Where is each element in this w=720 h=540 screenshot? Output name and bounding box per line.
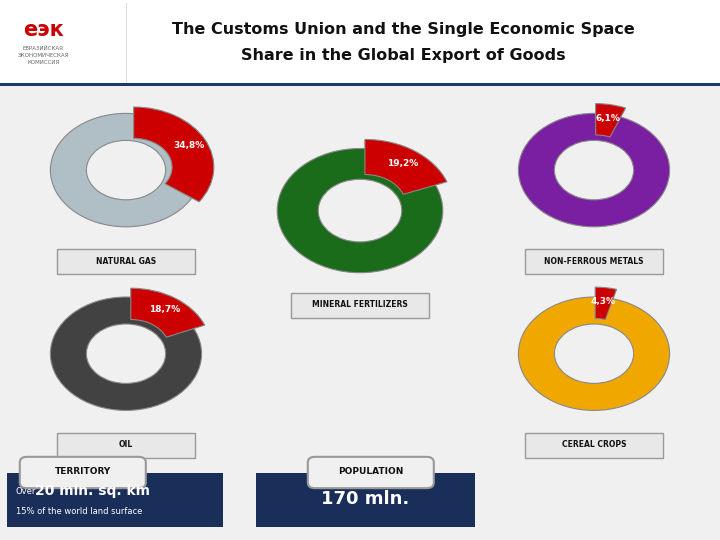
FancyBboxPatch shape — [56, 249, 195, 274]
FancyBboxPatch shape — [20, 457, 145, 488]
Wedge shape — [277, 148, 443, 273]
Wedge shape — [595, 104, 626, 137]
Text: 19,2%: 19,2% — [387, 159, 418, 168]
FancyBboxPatch shape — [524, 433, 664, 458]
Text: 15% of the world land surface: 15% of the world land surface — [16, 507, 143, 516]
Text: 34,8%: 34,8% — [173, 141, 204, 150]
Wedge shape — [50, 297, 202, 410]
Text: CEREAL CROPS: CEREAL CROPS — [562, 441, 626, 449]
FancyBboxPatch shape — [256, 472, 475, 526]
Text: TERRITORY: TERRITORY — [55, 468, 111, 476]
Text: POPULATION: POPULATION — [338, 468, 403, 476]
Text: 18,7%: 18,7% — [150, 305, 181, 314]
Text: ЕВРАЗИЙСКАЯ: ЕВРАЗИЙСКАЯ — [23, 46, 63, 51]
Wedge shape — [365, 139, 447, 194]
Text: КОМИССИЯ: КОМИССИЯ — [27, 60, 59, 65]
Text: NON-FERROUS METALS: NON-FERROUS METALS — [544, 257, 644, 266]
Text: MINERAL FERTILIZERS: MINERAL FERTILIZERS — [312, 300, 408, 309]
Text: 6,1%: 6,1% — [595, 113, 620, 123]
Wedge shape — [595, 287, 616, 320]
Text: 170 mln.: 170 mln. — [321, 490, 410, 509]
Wedge shape — [131, 288, 204, 337]
FancyBboxPatch shape — [7, 472, 223, 526]
FancyBboxPatch shape — [0, 0, 720, 84]
Text: Share in the Global Export of Goods: Share in the Global Export of Goods — [241, 48, 565, 63]
FancyBboxPatch shape — [308, 457, 433, 488]
FancyBboxPatch shape — [0, 83, 720, 86]
FancyBboxPatch shape — [56, 433, 195, 458]
Text: NATURAL GAS: NATURAL GAS — [96, 257, 156, 266]
Text: еэк: еэк — [23, 19, 63, 40]
Wedge shape — [50, 113, 202, 227]
Wedge shape — [518, 113, 670, 227]
Text: Over: Over — [16, 487, 36, 496]
Wedge shape — [134, 107, 214, 202]
FancyBboxPatch shape — [524, 249, 664, 274]
Text: 4,3%: 4,3% — [591, 297, 616, 306]
Text: OIL: OIL — [119, 441, 133, 449]
Text: ЭКОНОМИЧЕСКАЯ: ЭКОНОМИЧЕСКАЯ — [17, 53, 69, 58]
FancyBboxPatch shape — [290, 293, 429, 318]
Text: The Customs Union and the Single Economic Space: The Customs Union and the Single Economi… — [172, 22, 634, 37]
FancyBboxPatch shape — [126, 3, 127, 82]
Text: 20 mln. sq. km: 20 mln. sq. km — [35, 484, 150, 498]
Wedge shape — [518, 297, 670, 410]
